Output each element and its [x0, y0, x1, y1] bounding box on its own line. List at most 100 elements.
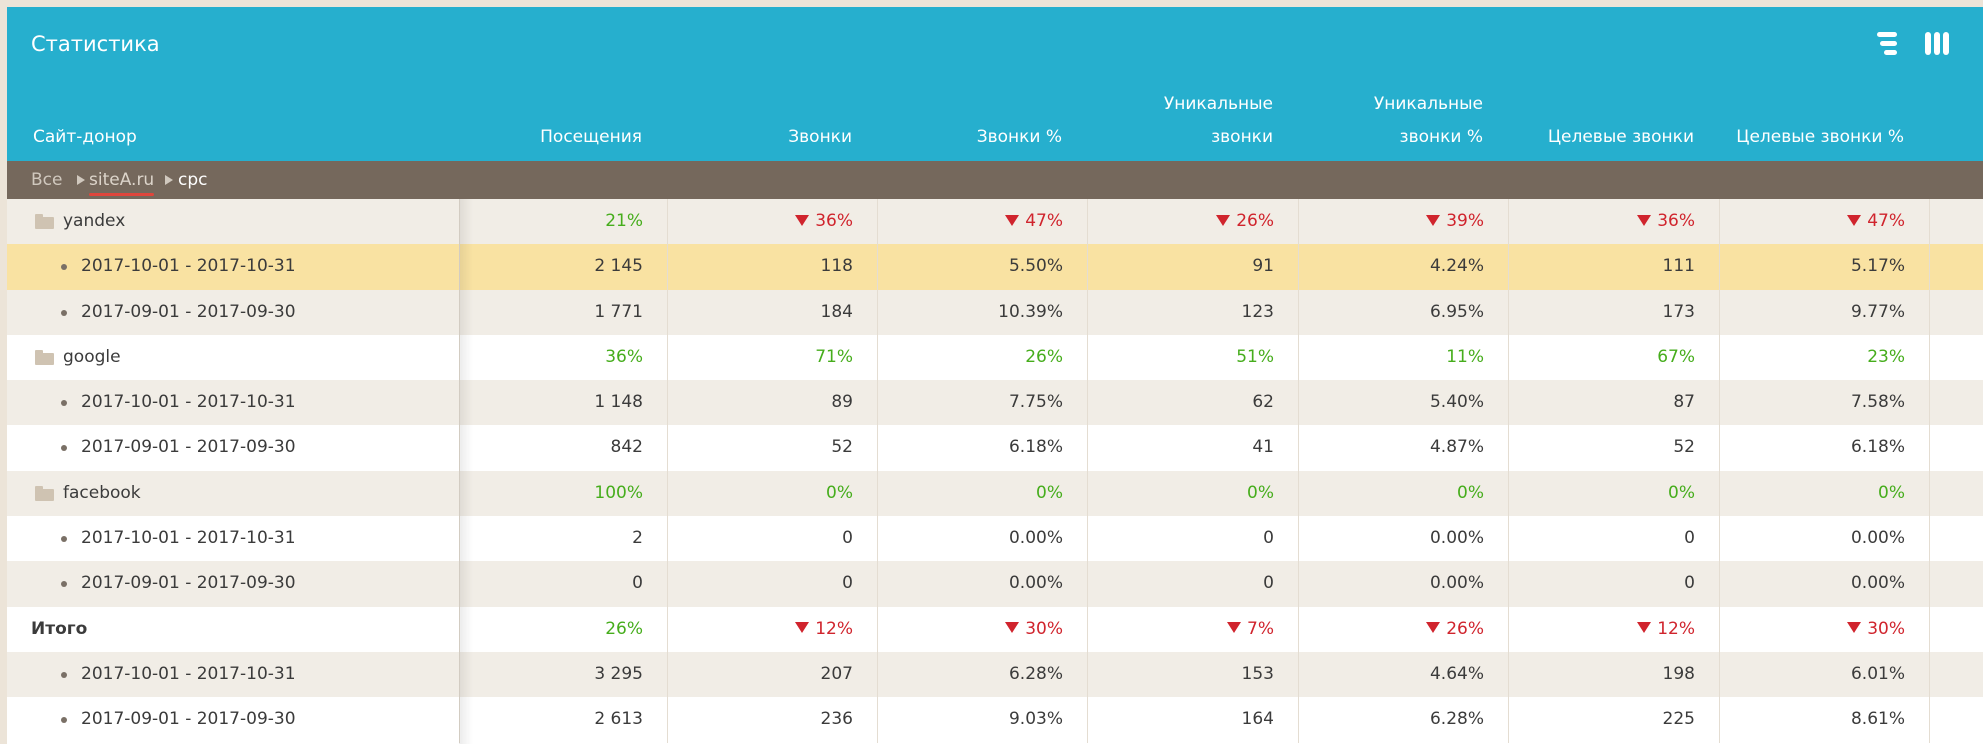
table-cell: 123 [1087, 289, 1298, 335]
cell-value: 153 [1241, 663, 1274, 684]
cell-value: 0.00% [1429, 573, 1484, 594]
group-row[interactable]: yandex 21% 36% 47% 26% 39% 36% 47% [7, 199, 1983, 245]
cell-value: 12% [1657, 618, 1695, 639]
table-cell [1929, 289, 1983, 335]
cell-value: 0.00% [1850, 573, 1905, 594]
date-row[interactable]: 2017-09-01 - 2017-09-30 2 613 236 9.03% 164 6… [7, 697, 1983, 743]
table-cell: 207 [667, 651, 877, 698]
cell-value: 1 148 [594, 392, 643, 413]
cell-value: 0% [1247, 482, 1274, 503]
row-label: 2017-09-01 - 2017-09-30 [81, 573, 296, 594]
table-cell: 0% [1508, 470, 1719, 517]
cell-value: 0.00% [1008, 573, 1063, 594]
column-header[interactable]: Посещения [459, 7, 667, 161]
down-triangle-icon [1227, 622, 1242, 634]
table-cell: 2 145 [459, 244, 667, 290]
breadcrumb-active-underline [89, 193, 155, 196]
column-header[interactable]: Уникальные звонки [1087, 7, 1298, 161]
row-label: 2017-10-01 - 2017-10-31 [81, 528, 296, 549]
table-cell [1929, 606, 1983, 652]
table-cell: 30% [877, 606, 1087, 652]
date-row[interactable]: 2017-09-01 - 2017-09-30 842 52 6.18% 41 4.87%… [7, 425, 1983, 471]
table-cell: 7% [1087, 606, 1298, 652]
total-row[interactable]: Итого 26% 12% 30% 7% 26% 12% 30% [7, 606, 1983, 652]
cell-value: 30% [1867, 618, 1905, 639]
row-label: facebook [63, 482, 141, 503]
group-row[interactable]: facebook 100% 0% 0% 0% 0% 0% 0% [7, 470, 1983, 517]
table-cell: 0 [1087, 561, 1298, 607]
cell-value: 91 [1252, 256, 1274, 277]
row-name-cell[interactable]: facebook [7, 471, 459, 516]
down-triangle-icon [1426, 214, 1441, 226]
cell-value: 41 [1252, 437, 1274, 458]
cell-value: 7% [1247, 618, 1274, 639]
cell-value: 4.64% [1429, 663, 1484, 684]
table-cell: 4.64% [1298, 651, 1508, 698]
table-cell: 9.03% [877, 697, 1087, 743]
filter-list-icon[interactable] [1877, 31, 1899, 61]
table-cell [1929, 470, 1983, 517]
date-row[interactable]: 2017-10-01 - 2017-10-31 1 148 89 7.75% 62 5.4… [7, 380, 1983, 426]
date-row[interactable]: 2017-09-01 - 2017-09-30 0 0 0.00% 0 0.00% 0 0.0… [7, 561, 1983, 607]
table-cell [1929, 380, 1983, 426]
date-row[interactable]: 2017-10-01 - 2017-10-31 2 145 118 5.50% 91 4.… [7, 244, 1983, 290]
breadcrumb-site-link[interactable]: siteA.ru [89, 170, 155, 196]
cell-value: 0% [1668, 482, 1695, 503]
cell-value: 71% [815, 346, 853, 367]
cell-value: 0 [1684, 573, 1695, 594]
table-cell: 8.61% [1719, 697, 1929, 743]
column-header[interactable]: Уникальные звонки % [1298, 7, 1508, 161]
table-cell: 52 [1508, 425, 1719, 471]
table-cell: 184 [667, 289, 877, 335]
bullet-icon [61, 309, 67, 316]
cell-value: 30% [1025, 618, 1063, 639]
table-cell [1929, 425, 1983, 471]
cell-value: 36% [605, 346, 643, 367]
table-cell: 0% [667, 470, 877, 517]
row-label: 2017-09-01 - 2017-09-30 [81, 709, 296, 730]
table-cell: 2 [459, 516, 667, 562]
table-cell: 71% [667, 334, 877, 381]
table-cell: 0.00% [1719, 561, 1929, 607]
down-triangle-icon [1426, 622, 1441, 634]
column-header-line2: Звонки % [976, 127, 1062, 147]
date-row[interactable]: 2017-10-01 - 2017-10-31 3 295 207 6.28% 153 4… [7, 651, 1983, 698]
column-header[interactable]: Целевые звонки % [1719, 7, 1929, 161]
cell-value: 198 [1662, 663, 1695, 684]
cell-value: 2 [632, 528, 643, 549]
columns-icon[interactable] [1925, 31, 1951, 61]
cell-value: 9.03% [1008, 709, 1063, 730]
table-cell [1929, 651, 1983, 698]
column-header[interactable]: У [1929, 7, 1983, 161]
breadcrumb-current: cpc [178, 170, 208, 190]
column-header[interactable]: Звонки [667, 7, 877, 161]
group-row[interactable]: google 36% 71% 26% 51% 11% 67% 23% [7, 334, 1983, 381]
row-name-cell[interactable]: yandex [7, 199, 459, 244]
cell-value: 207 [820, 663, 853, 684]
column-header-line2: Сайт-донор [33, 127, 137, 147]
column-header[interactable]: Целевые звонки [1508, 7, 1719, 161]
cell-value: 225 [1662, 709, 1695, 730]
cell-value: 0% [826, 482, 853, 503]
column-header[interactable]: Звонки % [877, 7, 1087, 161]
cell-value: 100% [594, 482, 643, 503]
date-row[interactable]: 2017-09-01 - 2017-09-30 1 771 184 10.39% 123… [7, 289, 1983, 335]
table-cell: 67% [1508, 334, 1719, 381]
table-cell: 52 [667, 425, 877, 471]
column-header[interactable]: Сайт-донор [7, 7, 459, 161]
breadcrumb-all-link[interactable]: Все [31, 170, 63, 190]
table-cell: 0% [1087, 470, 1298, 517]
row-name-cell[interactable]: google [7, 335, 459, 380]
breadcrumb-separator-icon [77, 175, 85, 185]
date-row[interactable]: 2017-10-01 - 2017-10-31 2 0 0.00% 0 0.00% 0 0.0… [7, 516, 1983, 562]
row-name-cell: 2017-10-01 - 2017-10-31 [7, 244, 459, 289]
cell-value: 51% [1236, 346, 1274, 367]
cell-value: 36% [1657, 211, 1695, 231]
table-cell: 0 [1508, 516, 1719, 562]
cell-value: 47% [1867, 211, 1905, 231]
column-header-line2: Звонки [788, 127, 852, 147]
cell-value: 11% [1446, 346, 1484, 367]
table-cell: 26% [1087, 199, 1298, 245]
table-cell: 26% [877, 334, 1087, 381]
row-label: 2017-09-01 - 2017-09-30 [81, 437, 296, 458]
